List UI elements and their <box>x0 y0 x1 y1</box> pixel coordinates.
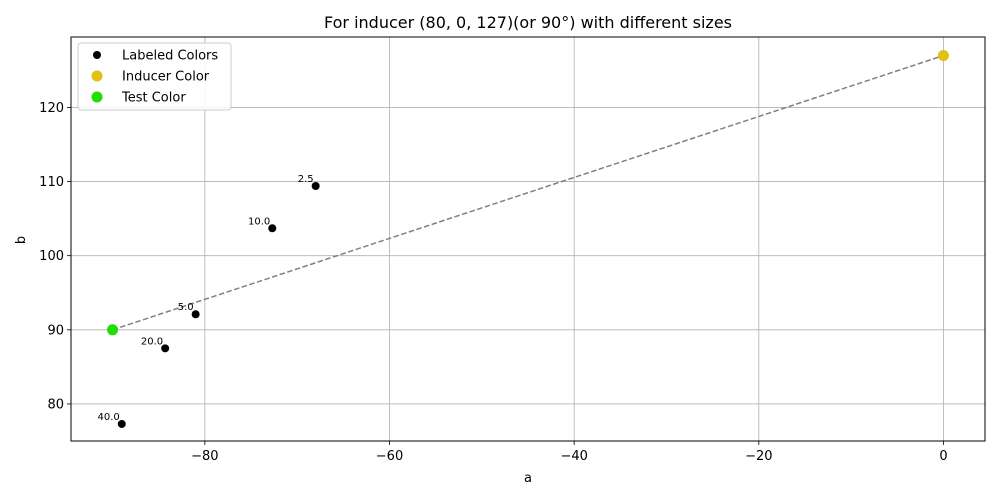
point-label: 5.0 <box>178 302 194 313</box>
data-point <box>311 181 320 190</box>
x-tick-label: −20 <box>745 449 772 464</box>
data-point <box>161 344 170 353</box>
reference-line <box>112 54 944 331</box>
point-labels: 2.5 5.0 10.0 20.0 40.0 <box>98 174 314 423</box>
y-tick-label: 80 <box>47 397 64 412</box>
chart-title: For inducer (80, 0, 127)(or 90°) with di… <box>324 13 732 32</box>
legend-box <box>77 42 232 111</box>
y-tick-label: 110 <box>39 175 64 190</box>
legend-marker <box>91 70 103 82</box>
x-tick-label: −80 <box>191 449 218 464</box>
point-label: 10.0 <box>248 216 270 227</box>
data-point <box>107 324 119 336</box>
y-tick-label: 100 <box>39 249 64 264</box>
reference-line-group <box>112 54 944 331</box>
point-label: 2.5 <box>298 174 314 185</box>
plot-frame <box>70 36 986 442</box>
legend-marker <box>91 91 103 103</box>
y-tick-label: 90 <box>47 323 64 338</box>
legend: Labeled Colors Inducer Color Test Color <box>77 42 232 111</box>
y-axis-ticks: 80 90 100 110 120 <box>39 101 71 412</box>
y-tick-label: 120 <box>39 101 64 116</box>
legend-label: Test Color <box>121 91 186 106</box>
data-point <box>117 419 126 428</box>
data-points <box>107 50 949 428</box>
x-tick-label: −60 <box>376 449 403 464</box>
data-point <box>191 310 200 319</box>
data-point <box>937 50 949 62</box>
legend-marker <box>93 51 101 59</box>
legend-label: Labeled Colors <box>122 49 218 64</box>
x-axis-ticks: −80 −60 −40 −20 0 <box>191 441 948 464</box>
grid-lines <box>71 37 985 441</box>
x-axis-label: a <box>524 471 532 486</box>
x-tick-label: −40 <box>560 449 587 464</box>
x-tick-label: 0 <box>939 449 947 464</box>
data-point <box>268 224 277 233</box>
point-label: 40.0 <box>98 412 120 423</box>
point-label: 20.0 <box>141 336 163 347</box>
y-axis-label: b <box>14 236 29 244</box>
legend-label: Inducer Color <box>122 70 210 85</box>
